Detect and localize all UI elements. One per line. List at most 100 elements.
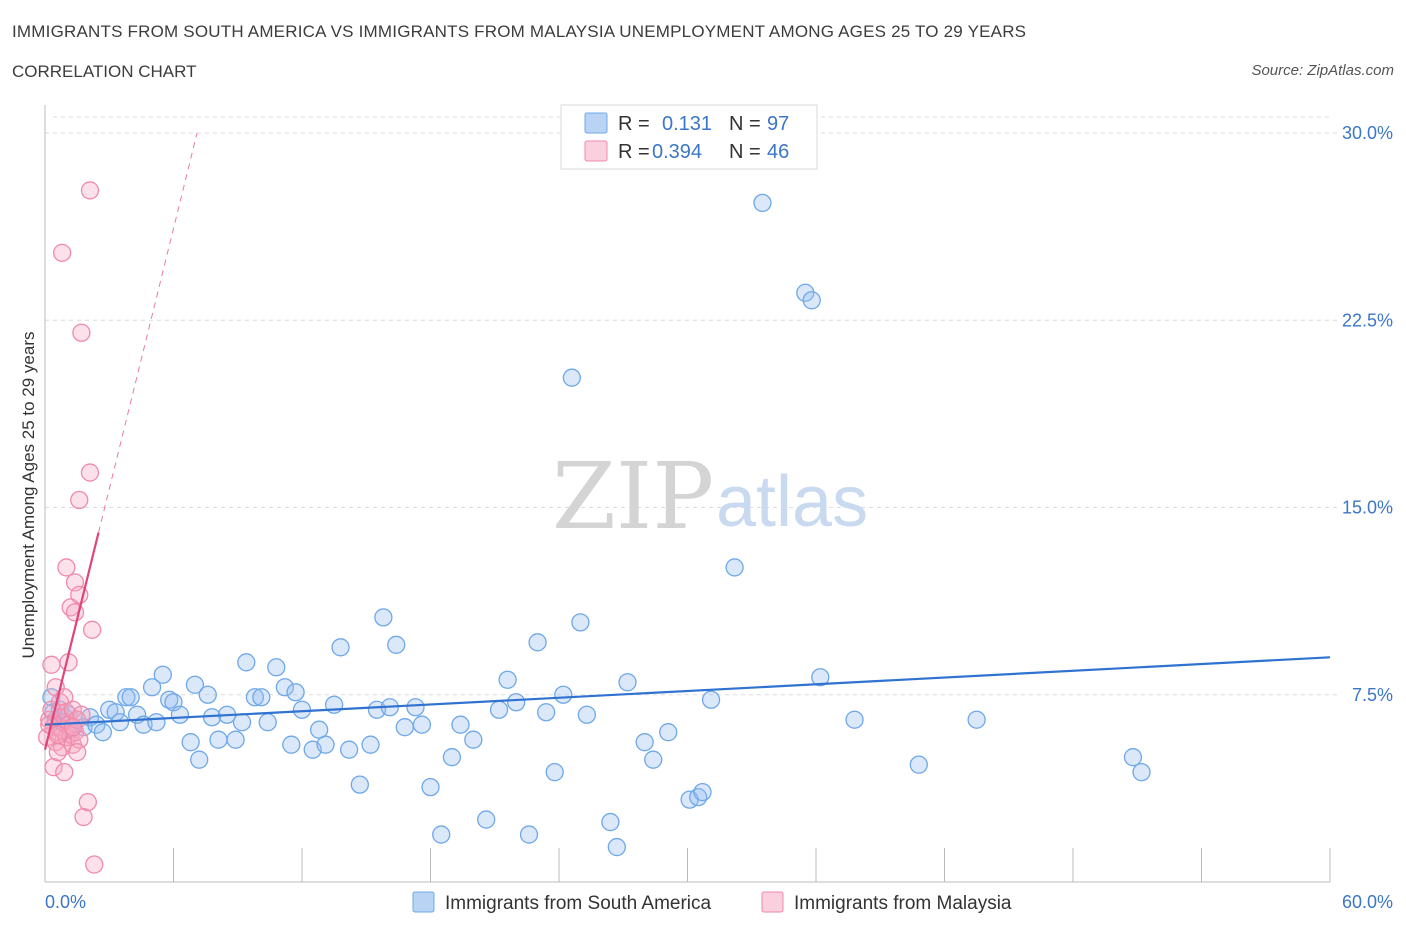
point-south-america-73: [545, 762, 564, 782]
point-south-america-95: [967, 710, 986, 729]
point-malaysia-40: [52, 243, 72, 262]
point-south-america-72: [537, 703, 556, 722]
watermark-atlas: atlas: [716, 462, 868, 542]
chart-subtitle: CORRELATION CHART: [12, 62, 197, 81]
y-tick-label-1: 15.0%: [1342, 498, 1393, 518]
point-malaysia-43: [63, 718, 82, 737]
point-malaysia-38: [82, 620, 102, 639]
bottom-legend-label-malaysia: Immigrants from Malaysia: [794, 893, 1012, 914]
legend-n-label-my: N =: [729, 141, 761, 163]
point-south-america-28: [181, 733, 200, 752]
point-south-america-36: [232, 713, 252, 732]
point-malaysia-27: [57, 558, 76, 577]
point-south-america-19: [121, 688, 140, 707]
point-south-america-44: [286, 683, 305, 702]
point-south-america-17: [110, 713, 130, 732]
point-south-america-75: [562, 368, 581, 387]
point-south-america-31: [198, 685, 217, 704]
point-south-america-22: [142, 678, 162, 697]
point-south-america-41: [267, 658, 286, 677]
point-south-america-90: [796, 283, 815, 302]
point-south-america-67: [489, 700, 509, 719]
point-south-america-33: [209, 730, 228, 749]
point-south-america-74: [554, 685, 573, 704]
point-south-america-50: [331, 638, 350, 657]
point-south-america-38: [245, 688, 265, 707]
tick-labels: 7.5% 15.0% 22.5% 30.0% 0.0% 60.0%: [45, 123, 1393, 912]
legend-n-value-my: 46: [767, 141, 789, 163]
legend-box: R = 0.131 N = 97 R = 0.394 N = 46: [560, 104, 818, 170]
point-malaysia-24: [55, 762, 74, 782]
point-south-america-87: [701, 690, 721, 709]
point-malaysia-36: [78, 792, 97, 812]
point-south-america-43: [282, 735, 301, 754]
point-south-america-70: [519, 825, 539, 844]
point-south-america-83: [659, 723, 678, 742]
chart-title: IMMIGRANTS FROM SOUTH AMERICA VS IMMIGRA…: [12, 22, 1027, 41]
point-malaysia-35: [74, 807, 93, 827]
point-malaysia-32: [67, 743, 87, 762]
point-south-america-89: [753, 193, 772, 213]
point-south-america-37: [237, 653, 256, 672]
point-south-america-96: [1123, 748, 1143, 767]
point-south-america-63: [442, 748, 462, 767]
bottom-legend-swatch-malaysia: [761, 891, 784, 913]
point-south-america-30: [190, 750, 209, 769]
point-south-america-88: [725, 558, 744, 577]
point-south-america-45: [292, 700, 312, 719]
point-malaysia-39: [80, 181, 100, 200]
point-malaysia-22: [44, 758, 63, 777]
point-south-america-57: [387, 635, 406, 654]
point-south-america-29: [185, 675, 205, 694]
legend-swatch-south-america: [584, 112, 608, 134]
point-south-america-18: [117, 688, 136, 707]
point-malaysia-41: [42, 655, 61, 674]
watermark-zip: ZIP: [552, 443, 714, 550]
point-south-america-79: [607, 837, 626, 857]
legend-r-value-my: 0.394: [652, 141, 702, 163]
point-south-america-0: [42, 688, 61, 707]
legend-swatch-malaysia: [584, 140, 608, 162]
point-malaysia-37: [80, 463, 100, 482]
point-south-america-92: [811, 668, 830, 687]
point-malaysia-33: [70, 490, 89, 510]
point-south-america-59: [406, 698, 425, 717]
bottom-legend-swatch-south-america: [412, 891, 435, 913]
point-south-america-55: [374, 608, 393, 627]
legend-n-value-sa: 97: [767, 113, 789, 135]
point-south-america-27: [170, 705, 190, 724]
point-south-america-13: [87, 715, 106, 734]
point-south-america-71: [528, 633, 547, 652]
trendline-south-america: [44, 656, 1331, 726]
point-south-america-86: [693, 782, 712, 802]
point-south-america-91: [802, 291, 821, 310]
point-south-america-81: [635, 733, 654, 752]
point-south-america-42: [275, 678, 295, 697]
point-south-america-78: [601, 812, 620, 832]
point-south-america-76: [571, 613, 590, 632]
point-south-america-24: [153, 665, 172, 684]
x-tick-label-1: 60.0%: [1342, 892, 1393, 912]
point-south-america-58: [395, 718, 414, 737]
point-south-america-80: [618, 673, 637, 692]
point-south-america-94: [909, 755, 928, 774]
y-tick-label-0: 7.5%: [1352, 685, 1393, 705]
point-south-america-97: [1132, 762, 1151, 782]
point-south-america-93: [845, 710, 864, 729]
trend-lines: [43, 132, 1331, 750]
point-south-america-68: [498, 670, 517, 689]
source-credit: Source: ZipAtlas.com: [1251, 62, 1394, 79]
point-south-america-77: [577, 705, 596, 724]
point-south-america-64: [451, 715, 470, 734]
point-south-america-52: [350, 775, 369, 794]
point-south-america-23: [147, 713, 166, 732]
series-malaysia: [37, 181, 104, 874]
legend-r-label-my: R =: [618, 141, 650, 163]
y-tick-label-2: 22.5%: [1342, 310, 1393, 330]
point-south-america-61: [421, 777, 440, 797]
point-south-america-69: [507, 693, 526, 712]
bottom-legend: Immigrants from South America Immigrants…: [412, 891, 1012, 914]
bottom-legend-label-south-america: Immigrants from South America: [445, 893, 712, 914]
point-malaysia-45: [85, 855, 104, 874]
